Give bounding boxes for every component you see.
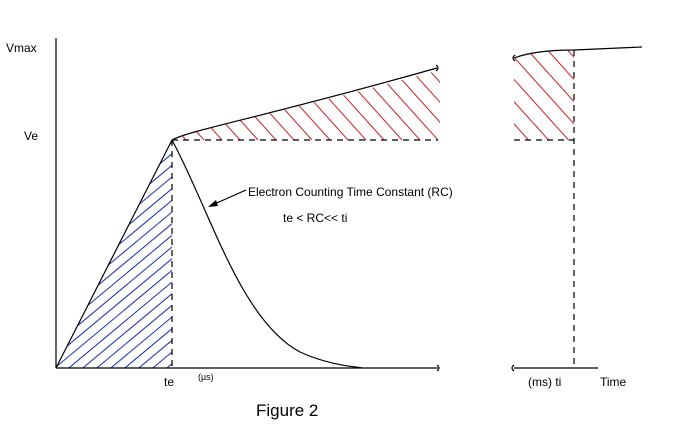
plateau-hatch-line xyxy=(257,70,333,140)
annotation-title: Electron Counting Time Constant (RC) xyxy=(248,185,453,199)
rise-hatch-line xyxy=(218,130,508,372)
time-axis-label: Time xyxy=(600,375,627,389)
plateau-curve-break xyxy=(435,64,439,72)
rise-hatch-line xyxy=(56,140,172,368)
rise-hatch-line xyxy=(344,130,634,372)
rise-hatch-line xyxy=(428,130,677,372)
figure-caption: Figure 2 xyxy=(256,401,318,420)
plateau-hatch-line xyxy=(522,50,574,140)
rise-hatch-line xyxy=(302,130,592,372)
rise-hatch-line xyxy=(260,130,550,372)
plateau-hatch-line xyxy=(492,60,566,142)
plateau-hatch-line xyxy=(239,70,315,140)
rise-hatch-line xyxy=(232,130,522,372)
x-axis-break-right xyxy=(511,364,515,372)
plateau-hatch-line xyxy=(474,60,548,142)
rise-hatch-line xyxy=(56,140,172,368)
rise-hatch-line xyxy=(56,140,172,368)
rise-hatch-line xyxy=(105,140,172,368)
rise-hatch-line xyxy=(56,140,89,368)
rise-hatch-line xyxy=(372,130,662,372)
rise-hatch-line xyxy=(63,140,172,368)
plateau-hatch-line xyxy=(403,45,490,142)
rise-hatch-line xyxy=(274,130,564,372)
plateau-hatch-line xyxy=(562,50,574,140)
plateau-hatch-region xyxy=(78,60,566,142)
plateau-hatch-line xyxy=(623,45,677,142)
plateau-hatch-line xyxy=(78,60,152,142)
plateau-hatch-line xyxy=(172,70,189,140)
rise-hatch-line xyxy=(133,140,172,368)
plateau-hatch-line xyxy=(663,45,677,142)
plateau-hatch-line xyxy=(419,70,440,140)
plateau-hatch-line xyxy=(514,50,571,140)
rise-hatch-line xyxy=(176,130,466,372)
plateau-hatch-line xyxy=(514,50,531,140)
rise-hatch-line xyxy=(288,130,578,372)
rise-hatch-line xyxy=(56,140,172,368)
plateau-hatch-line xyxy=(365,70,440,140)
rise-hatch-line xyxy=(56,140,103,368)
voltage-rise-line xyxy=(55,139,173,369)
rise-hatch-line xyxy=(246,130,536,372)
plateau-hatch-line xyxy=(311,70,387,140)
plateau-curve xyxy=(171,67,438,141)
rise-hatch-line xyxy=(56,140,172,368)
ti-label: (ms) ti xyxy=(528,375,561,389)
plateau-hatch-line xyxy=(96,60,170,142)
plateau-hatch-line xyxy=(185,70,261,140)
rise-hatch-line xyxy=(358,130,648,372)
plateau-hatch-line xyxy=(542,50,574,140)
plateau-hatch-line xyxy=(347,70,423,140)
plateau-hatch-line xyxy=(603,45,677,142)
rise-hatch-line xyxy=(330,130,620,372)
x-axis-break-left xyxy=(436,364,440,372)
plateau-hatch-line xyxy=(221,70,297,140)
rc-decay-curve xyxy=(171,139,363,369)
rise-hatch-line xyxy=(56,140,172,368)
plateau-hatch-line xyxy=(172,70,225,140)
rise-hatch-line xyxy=(56,140,131,368)
annotation-condition: te < RC<< ti xyxy=(283,211,347,225)
plateau-hatch-line xyxy=(329,70,405,140)
rise-hatch-line xyxy=(56,140,172,368)
rise-hatch-line xyxy=(386,130,676,372)
rise-hatch-line xyxy=(190,130,480,372)
rise-hatch-line xyxy=(400,130,677,372)
annotation-arrowhead xyxy=(208,200,218,207)
rise-hatch-line xyxy=(316,130,606,372)
rise-hatch-region xyxy=(56,130,677,372)
rise-hatch-line xyxy=(56,140,117,368)
vmax-label: Vmax xyxy=(6,41,37,55)
ve-label: Ve xyxy=(24,129,38,143)
rise-hatch-line xyxy=(147,140,172,368)
rise-hatch-line xyxy=(77,140,172,368)
microsecond-unit-label: (µs) xyxy=(198,372,214,382)
rise-hatch-line xyxy=(56,140,172,368)
plateau-hatch-line xyxy=(514,50,551,140)
plateau-hatch-line xyxy=(643,45,677,142)
plateau-hatch-line xyxy=(203,70,279,140)
plateau-hatch-line xyxy=(514,50,574,140)
rise-hatch-line xyxy=(119,140,172,368)
te-label: te xyxy=(164,375,174,389)
plateau-hatch-line xyxy=(437,70,440,140)
plateau-hatch-line xyxy=(423,45,510,142)
rise-hatch-line xyxy=(414,130,677,372)
plateau-hatch-line xyxy=(583,45,670,142)
plateau-hatch-region-right xyxy=(403,45,677,142)
rise-hatch-line xyxy=(204,130,494,372)
plateau-hatch-line xyxy=(293,70,369,140)
plateau-hatch-line xyxy=(172,70,207,140)
rise-hatch-line xyxy=(161,140,172,368)
plateau-hatch-line xyxy=(401,70,440,140)
rise-hatch-line xyxy=(56,140,172,368)
rise-hatch-line xyxy=(91,140,172,368)
plateau-curve-right-break xyxy=(512,54,516,62)
